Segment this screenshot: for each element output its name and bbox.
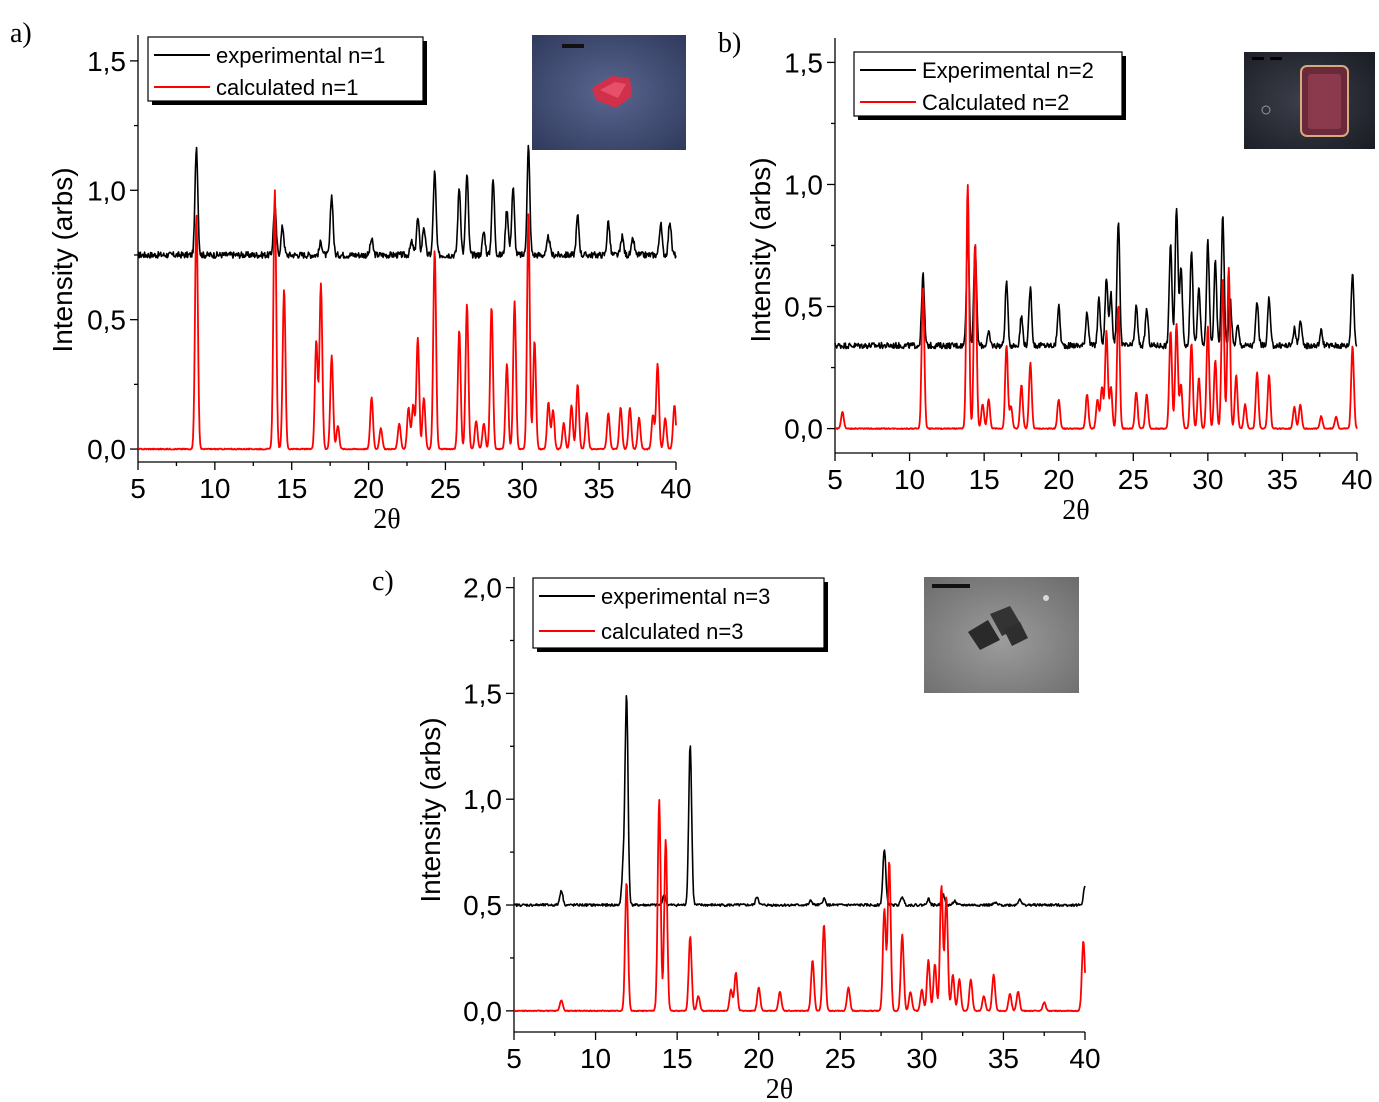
legend-label: experimental n=3 <box>601 584 770 609</box>
x-tick-label: 35 <box>1267 464 1298 495</box>
legend: experimental n=1 calculated n=1 <box>147 36 427 105</box>
x-tick-label: 40 <box>660 473 691 504</box>
y-tick-label: 1,0 <box>463 784 502 815</box>
y-tick-label: 2,0 <box>463 573 502 604</box>
legend-label: calculated n=1 <box>216 75 359 100</box>
inset-photo-b <box>1244 52 1375 149</box>
chart-panel-a: a) 5 10 15 20 25 30 35 40 0,0 0,5 1,0 1,5 2θ Intensity… <box>10 18 692 535</box>
y-axis-title: Intensity (arbs) <box>415 717 446 902</box>
x-tick-label: 35 <box>584 473 615 504</box>
series-line-calculated <box>513 799 1086 1013</box>
y-tick-label: 1,5 <box>87 46 126 77</box>
x-tick-label: 10 <box>199 473 230 504</box>
legend-label: calculated n=3 <box>601 619 744 644</box>
y-tick-label: 0,5 <box>463 890 502 921</box>
y-tick-label: 0,0 <box>784 414 823 445</box>
legend-label: Experimental n=2 <box>922 58 1094 83</box>
panel-label: b) <box>718 28 741 59</box>
x-tick-label: 30 <box>1192 464 1223 495</box>
series-line-experimental <box>513 695 1086 908</box>
x-tick-label: 5 <box>130 473 146 504</box>
inset-photo-a <box>532 35 686 150</box>
x-tick-label: 10 <box>580 1043 611 1074</box>
x-tick-label: 15 <box>276 473 307 504</box>
legend-box <box>147 36 424 102</box>
chart-panel-c: c) 5 10 15 20 25 30 35 40 0,0 0,5 1,0 1,5 2,0 2θ Intens… <box>372 566 1101 1102</box>
x-axis-title: 2θ <box>373 504 400 535</box>
legend-label: Calculated n=2 <box>922 90 1069 115</box>
legend-label: experimental n=1 <box>216 43 385 68</box>
legend-box <box>853 51 1123 117</box>
x-axis-title: 2θ <box>766 1074 793 1102</box>
x-tick-label: 25 <box>825 1043 856 1074</box>
panel-label: c) <box>372 566 394 597</box>
legend-box <box>532 577 825 649</box>
y-tick-label: 0,5 <box>87 305 126 336</box>
x-tick-label: 20 <box>1043 464 1074 495</box>
x-tick-label: 25 <box>430 473 461 504</box>
x-tick-label: 30 <box>507 473 538 504</box>
series-line-experimental <box>834 207 1358 350</box>
series-line-experimental <box>137 144 677 259</box>
x-tick-label: 5 <box>506 1043 522 1074</box>
y-axis-title: Intensity (arbs) <box>745 157 776 342</box>
x-tick-label: 5 <box>827 464 843 495</box>
x-tick-label: 10 <box>894 464 925 495</box>
y-tick-label: 0,5 <box>784 292 823 323</box>
y-tick-label: 0,0 <box>87 434 126 465</box>
chart-panel-b: b) 5 10 15 20 25 30 35 40 0,0 0,5 1,0 1,5 2θ Intensity… <box>718 28 1373 526</box>
x-tick-label: 40 <box>1069 1043 1100 1074</box>
x-tick-label: 15 <box>662 1043 693 1074</box>
series-line-calculated <box>137 189 677 451</box>
y-tick-label: 1,0 <box>784 169 823 200</box>
x-tick-label: 40 <box>1341 464 1372 495</box>
y-tick-label: 1,5 <box>784 47 823 78</box>
y-tick-label: 0,0 <box>463 996 502 1027</box>
inset-photo-c <box>924 577 1079 693</box>
x-tick-label: 30 <box>906 1043 937 1074</box>
legend: Experimental n=2 Calculated n=2 <box>853 51 1126 120</box>
y-axis-title: Intensity (arbs) <box>47 167 78 352</box>
y-tick-label: 1,5 <box>463 678 502 709</box>
panel-label: a) <box>10 18 32 49</box>
x-axis-title: 2θ <box>1062 495 1089 526</box>
series-line-calculated <box>834 184 1358 430</box>
x-tick-label: 35 <box>988 1043 1019 1074</box>
y-tick-label: 1,0 <box>87 175 126 206</box>
legend: experimental n=3 calculated n=3 <box>532 577 828 652</box>
x-tick-label: 20 <box>743 1043 774 1074</box>
x-tick-label: 15 <box>969 464 1000 495</box>
x-tick-label: 20 <box>353 473 384 504</box>
x-tick-label: 25 <box>1118 464 1149 495</box>
